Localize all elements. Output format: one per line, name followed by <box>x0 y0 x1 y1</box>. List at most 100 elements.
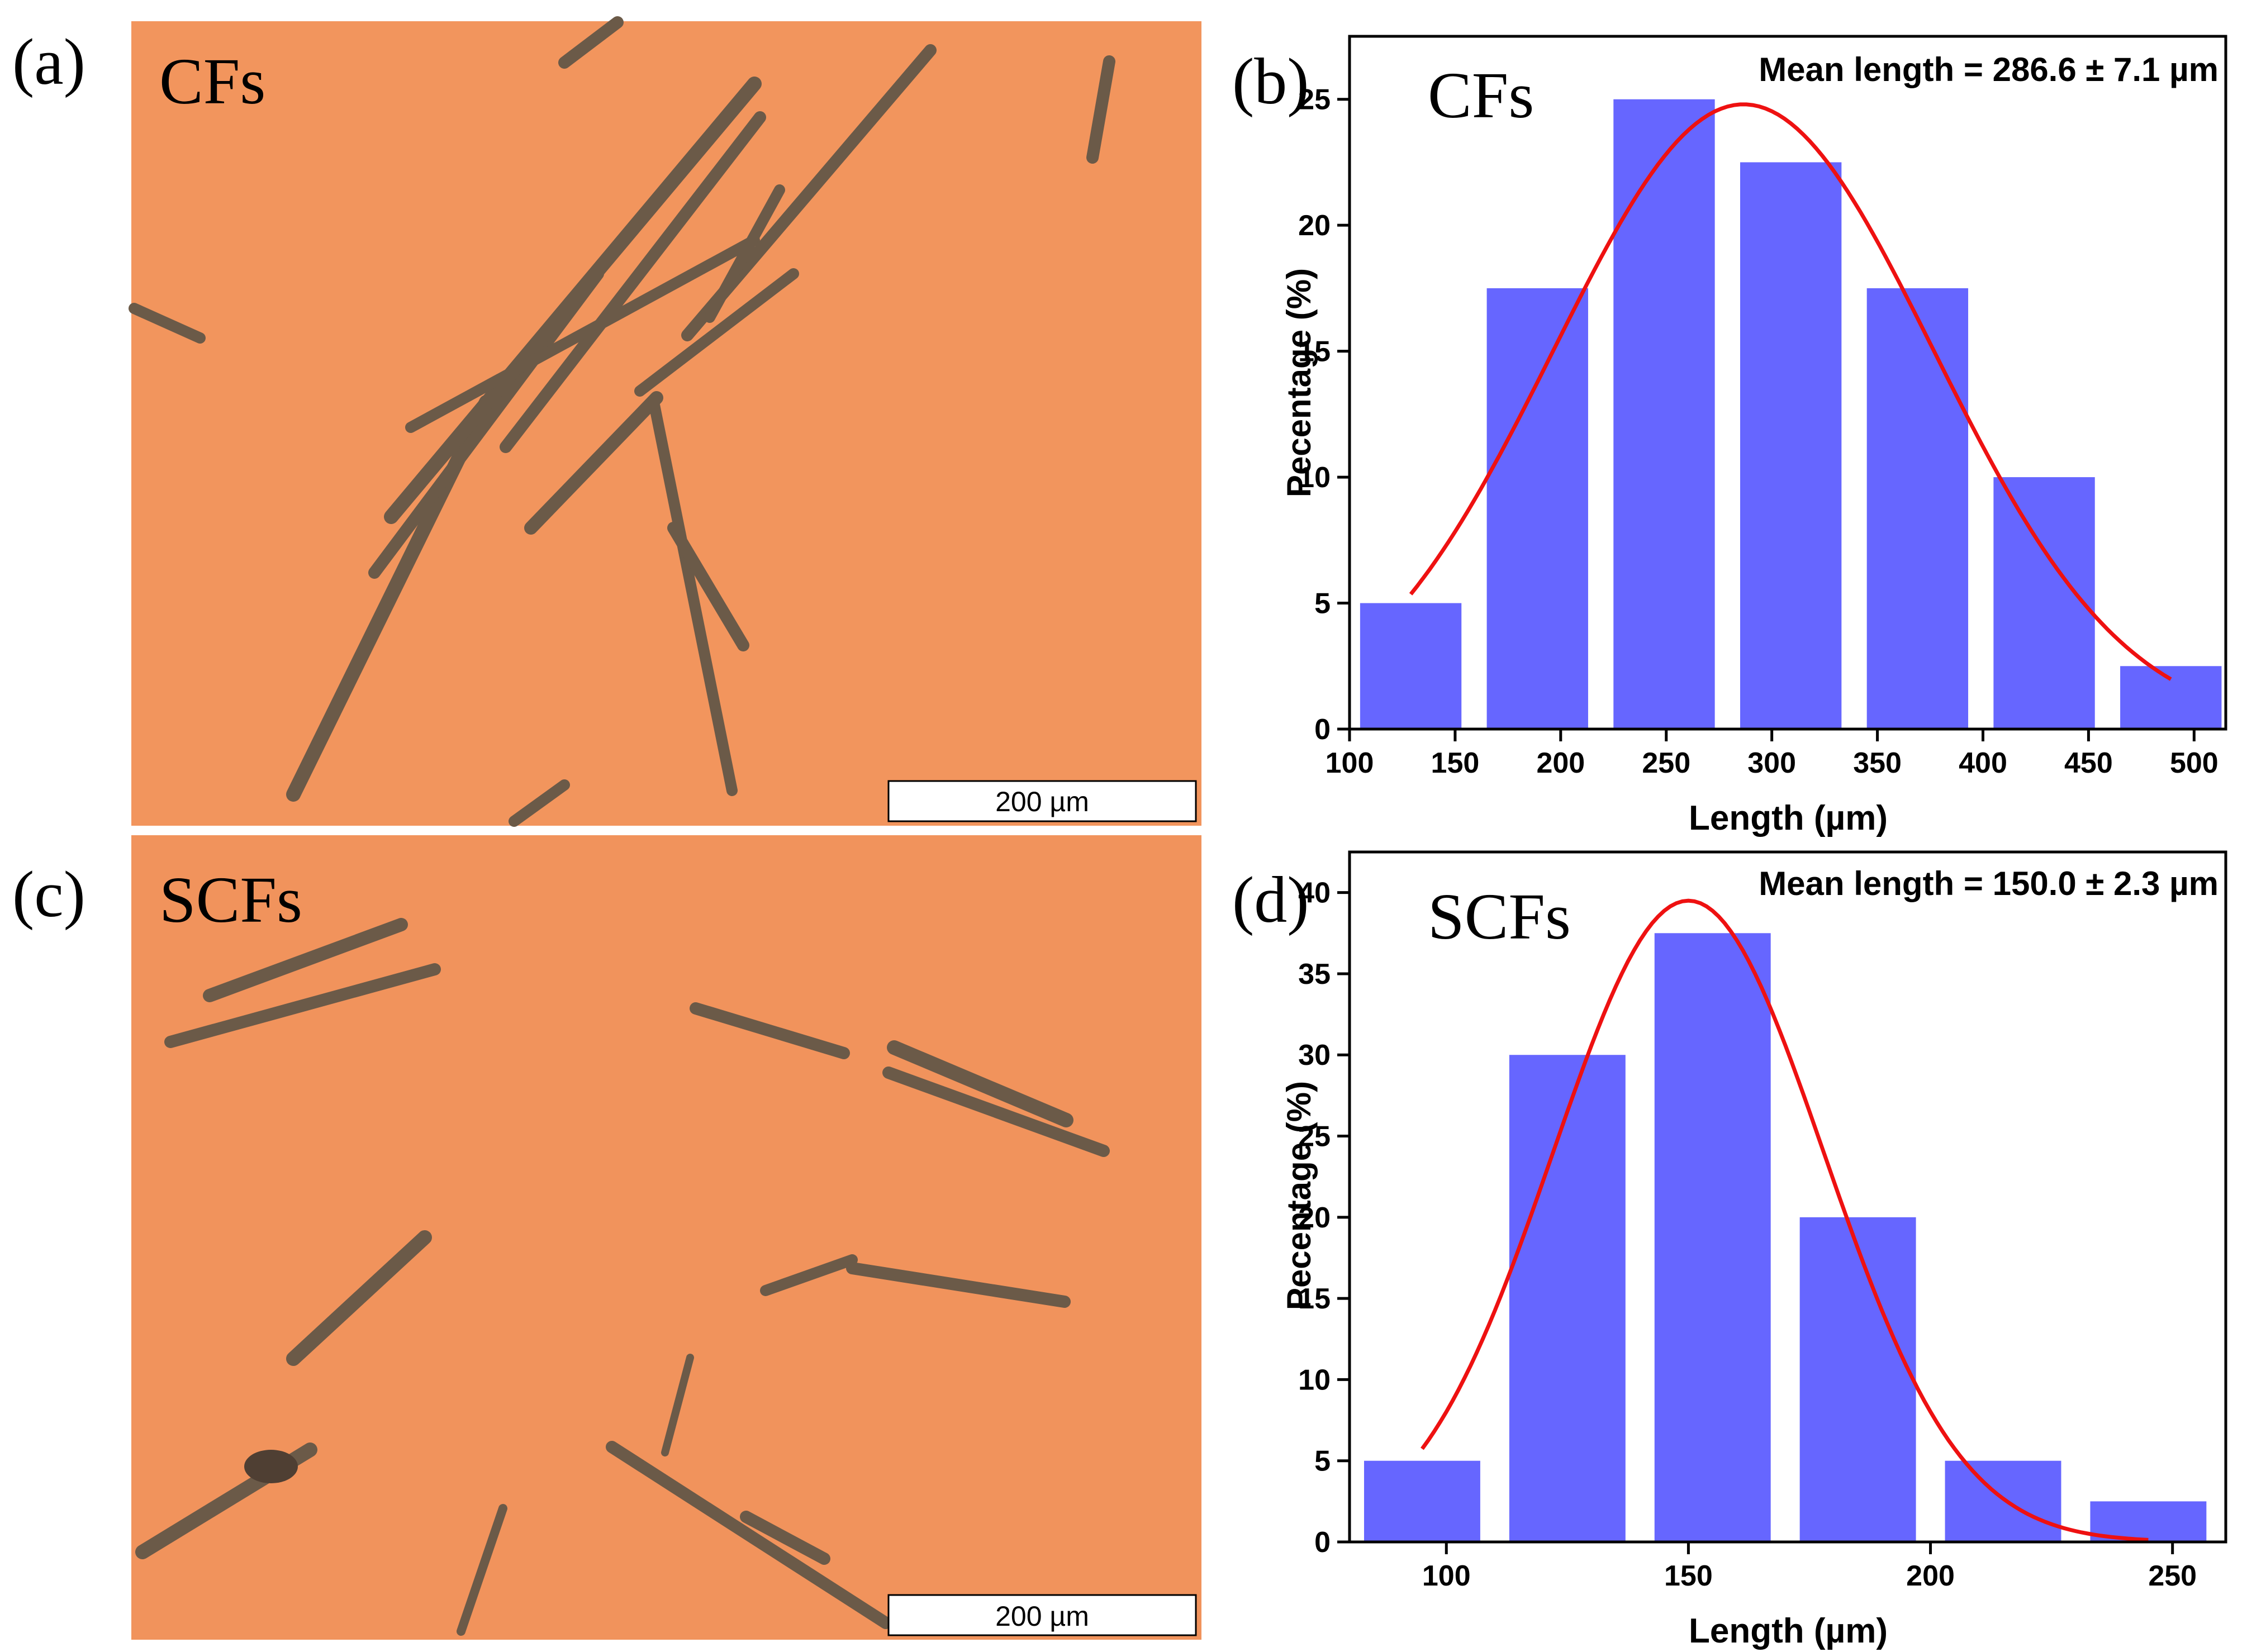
fiber <box>1086 55 1115 164</box>
panel-letter-a: (a) <box>12 25 85 98</box>
x-tick-label: 350 <box>1853 747 1902 779</box>
y-tick-label: 25 <box>1298 84 1331 116</box>
fiber <box>648 397 738 796</box>
fiber <box>887 1040 1073 1127</box>
histogram-scfs-fit-curve <box>1421 898 2149 1542</box>
histogram-cfs-label: CFs <box>1428 59 1534 132</box>
scale-bar-cfs-label: 200 µm <box>995 786 1089 817</box>
y-tick-label: 15 <box>1298 336 1331 368</box>
fiber <box>129 303 206 344</box>
micrograph-scfs-background <box>131 835 1201 1640</box>
fiber <box>509 779 570 827</box>
x-tick-label: 150 <box>1431 747 1480 779</box>
micrograph-cfs-background <box>131 21 1201 826</box>
histogram-cfs-x-axis: 100 150 200 250 300 350 400 450 500 <box>1326 729 2219 779</box>
panel-title-cfs: CFs <box>159 45 265 118</box>
fiber <box>704 184 785 323</box>
histogram-cfs-frame <box>1348 35 2227 731</box>
debris-cluster <box>244 1450 298 1483</box>
histogram-bar <box>1654 933 1771 1542</box>
y-tick-label: 0 <box>1314 713 1331 746</box>
histogram-scfs-mean-annotation: Mean length = 150.0 ± 2.3 µm <box>1759 865 2219 902</box>
fibers-scfs <box>135 918 1110 1636</box>
fiber <box>846 1262 1071 1308</box>
fiber <box>634 268 799 397</box>
x-tick-label: 300 <box>1747 747 1796 779</box>
histogram-scfs-x-axis: 100 150 200 250 <box>1422 1542 2197 1592</box>
fiber <box>760 1254 858 1296</box>
x-tick-label: 400 <box>1959 747 2007 779</box>
histogram-cfs: 100 150 200 250 300 350 400 450 500 0 5 10 15 20 25 M… <box>1232 35 2227 837</box>
scale-bar-scfs <box>887 1594 1197 1636</box>
scale-bar-cfs <box>887 780 1197 822</box>
histogram-bar <box>1866 288 1969 729</box>
y-tick-label: 20 <box>1298 1202 1331 1234</box>
histogram-bar <box>1740 162 1842 729</box>
y-tick-label: 10 <box>1298 461 1331 494</box>
fiber <box>524 391 663 535</box>
panel-letter-d: (d) <box>1232 863 1309 936</box>
fiber <box>667 522 749 651</box>
x-tick-label: 200 <box>1906 1560 1955 1592</box>
fiber <box>558 16 624 69</box>
micrograph-scfs: 200 µm (c) SCFs <box>12 835 1201 1640</box>
histogram-bar <box>2120 666 2222 729</box>
histogram-bar <box>1799 1217 1916 1542</box>
histogram-cfs-y-axis: 0 5 10 15 20 25 <box>1298 84 1350 746</box>
panel-letter-c: (c) <box>12 858 85 931</box>
y-tick-label: 30 <box>1298 1039 1331 1072</box>
x-tick-label: 100 <box>1326 747 1374 779</box>
x-tick-label: 500 <box>2170 747 2219 779</box>
histogram-cfs-mean-annotation: Mean length = 286.6 ± 7.1 µm <box>1759 51 2219 88</box>
histogram-bar <box>1945 1460 2061 1542</box>
fiber <box>690 1002 850 1059</box>
fiber <box>882 1067 1110 1157</box>
y-tick-label: 40 <box>1298 877 1331 910</box>
histogram-scfs-y-axis: 0 5 10 15 20 25 30 35 40 <box>1298 877 1350 1559</box>
y-tick-label: 5 <box>1314 1445 1331 1478</box>
fiber <box>384 77 762 524</box>
fiber <box>286 1230 432 1366</box>
panel-title-scfs: SCFs <box>159 863 302 936</box>
histogram-bar <box>1509 1055 1626 1542</box>
histogram-bar <box>1486 288 1588 729</box>
x-tick-label: 100 <box>1422 1560 1471 1592</box>
histogram-bar <box>1364 1460 1480 1542</box>
x-tick-label: 250 <box>2148 1560 2197 1592</box>
histogram-scfs-bars <box>1364 933 2207 1542</box>
panel-letter-b: (b) <box>1232 45 1309 118</box>
scale-bar-scfs-label: 200 µm <box>995 1601 1089 1632</box>
fiber <box>606 1441 892 1629</box>
x-tick-label: 450 <box>2064 747 2113 779</box>
y-tick-label: 20 <box>1298 210 1331 242</box>
histogram-cfs-y-label: Pecentage (%) <box>1280 268 1318 497</box>
histogram-scfs-label: SCFs <box>1428 880 1571 953</box>
histogram-cfs-bars <box>1360 99 2222 729</box>
micrograph-cfs: 200 µm (a) CFs <box>12 16 1201 827</box>
fiber <box>661 1354 694 1456</box>
y-tick-label: 10 <box>1298 1364 1331 1396</box>
fiber <box>740 1511 830 1565</box>
histogram-bar <box>1613 99 1715 729</box>
y-tick-label: 5 <box>1314 588 1331 620</box>
fiber <box>164 963 441 1048</box>
fibers-cfs <box>129 16 1115 827</box>
x-tick-label: 150 <box>1664 1560 1713 1592</box>
histogram-bar <box>1993 477 2095 729</box>
fiber <box>203 918 408 1002</box>
y-tick-label: 15 <box>1298 1283 1331 1315</box>
histogram-bar <box>1360 603 1462 729</box>
y-tick-label: 25 <box>1298 1121 1331 1153</box>
fiber <box>457 1504 507 1636</box>
y-tick-label: 35 <box>1298 958 1331 991</box>
y-tick-label: 0 <box>1314 1526 1331 1559</box>
fiber <box>405 235 760 433</box>
histogram-cfs-fit-curve <box>1409 102 2172 681</box>
histogram-scfs-x-label: Length (µm) <box>1689 1612 1888 1650</box>
histogram-scfs-y-label: Pecentage (%) <box>1280 1081 1318 1310</box>
x-tick-label: 200 <box>1536 747 1585 779</box>
histogram-scfs: 100 150 200 250 0 5 10 15 20 25 30 35 40 Mean lengt… <box>1232 850 2227 1650</box>
x-tick-label: 250 <box>1642 747 1690 779</box>
histogram-cfs-x-label: Length (µm) <box>1689 799 1888 837</box>
